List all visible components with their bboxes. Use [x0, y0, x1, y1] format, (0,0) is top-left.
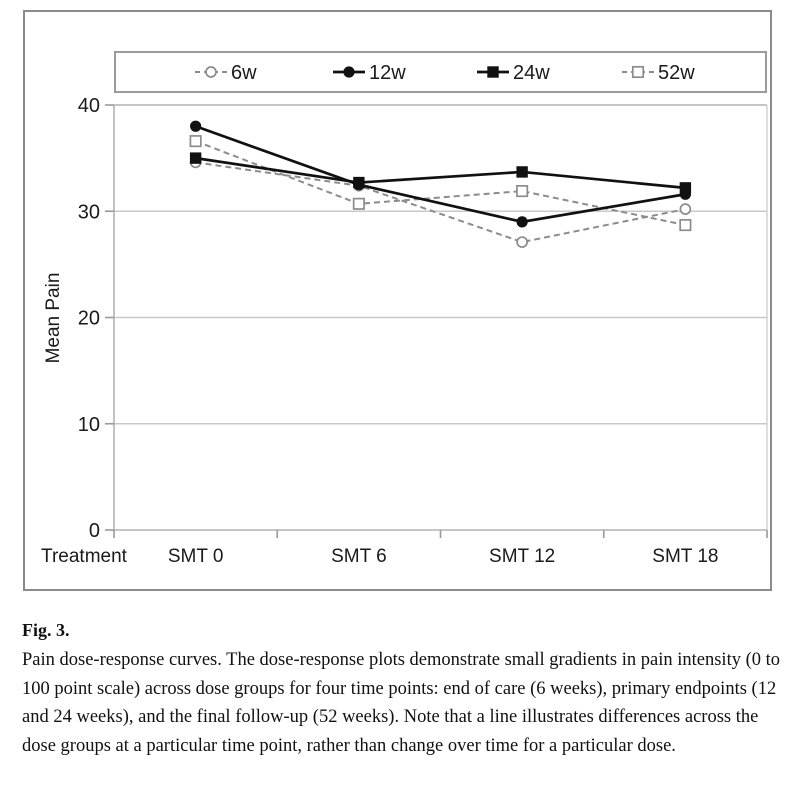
legend-item-6w: 6w — [195, 62, 257, 84]
legend: 6w 12w 24w 52w — [114, 51, 767, 93]
legend-label: 52w — [658, 62, 695, 84]
gridlines — [114, 210, 767, 425]
y-tick-label: 40 — [78, 95, 100, 117]
x-axis-title: Treatment — [41, 546, 128, 567]
legend-item-24w: 24w — [477, 62, 550, 84]
legend-item-52w: 52w — [622, 62, 695, 84]
legend-label: 12w — [369, 62, 406, 84]
legend-label: 6w — [231, 62, 257, 84]
figure-caption: Fig. 3. Pain dose-response curves. The d… — [22, 617, 780, 760]
y-tick-label: 20 — [78, 308, 100, 330]
legend-item-12w: 12w — [333, 62, 406, 84]
x-category-label: SMT 0 — [168, 546, 224, 567]
x-category-label: SMT 18 — [652, 546, 718, 567]
x-axis: SMT 0 SMT 6 SMT 12 SMT 18 Treatment — [41, 530, 768, 567]
legend-label: 24w — [513, 62, 550, 84]
y-tick-label: 10 — [78, 414, 100, 436]
figure-caption-title: Fig. 3. — [22, 620, 70, 640]
dose-response-line-chart: 0 10 20 30 40 Mean Pain SMT 0 SMT 6 SMT 12 SMT 18… — [41, 51, 768, 567]
figure-3-plot-frame: 0 10 20 30 40 Mean Pain SMT 0 SMT 6 SMT 12 SMT 18… — [23, 10, 772, 591]
x-category-label: SMT 12 — [489, 546, 555, 567]
series-24w — [189, 152, 692, 194]
y-tick-label: 30 — [78, 201, 100, 223]
y-tick-label: 0 — [89, 520, 100, 542]
y-axis-title: Mean Pain — [43, 273, 64, 364]
y-axis: 0 10 20 30 40 Mean Pain — [43, 95, 114, 542]
x-category-label: SMT 6 — [331, 546, 387, 567]
figure-caption-body: Pain dose-response curves. The dose-resp… — [22, 650, 781, 756]
